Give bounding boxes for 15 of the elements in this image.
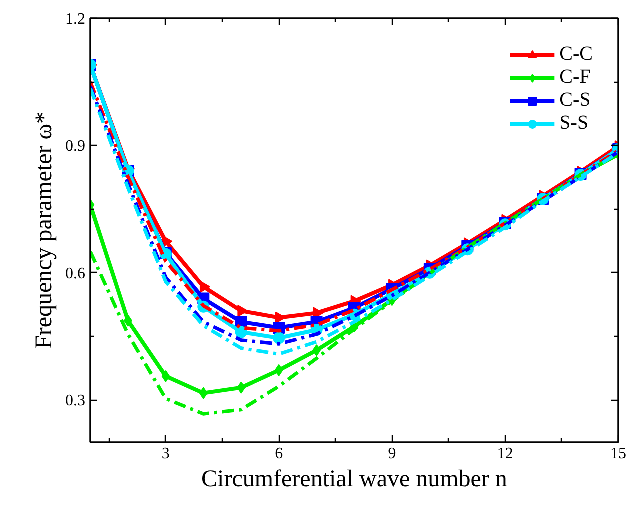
x-tick-label: 3 — [162, 446, 170, 462]
x-tick-label: 6 — [275, 446, 284, 462]
y-tick-label: 0.9 — [66, 138, 86, 156]
y-tick-label: 1.2 — [66, 11, 86, 28]
legend-label: S-S — [560, 112, 589, 135]
x-axis-title: Circumferential wave number n — [202, 466, 508, 492]
legend-label: C-C — [560, 43, 593, 66]
y-axis-title: Frequency parameter ω* — [32, 112, 58, 350]
y-tick-label: 0.3 — [66, 392, 86, 410]
legend-label: C-S — [560, 89, 591, 112]
x-tick-label: 12 — [497, 446, 514, 462]
y-tick-label: 0.6 — [66, 265, 86, 282]
x-tick-label: 15 — [610, 446, 626, 462]
legend-label: C-F — [560, 66, 591, 89]
x-tick-label: 9 — [388, 446, 396, 462]
